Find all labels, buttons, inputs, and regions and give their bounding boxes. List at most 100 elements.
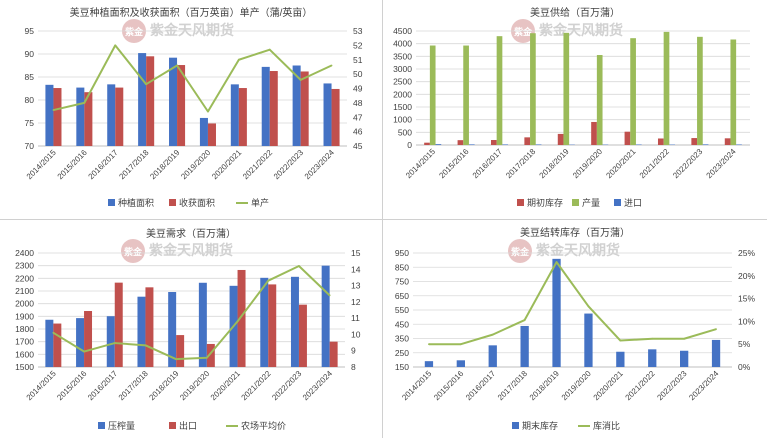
bar-收获面积 — [84, 92, 93, 146]
watermark-logo-seal — [508, 239, 532, 263]
bar-期末库存 — [520, 325, 529, 367]
point-单产 — [176, 64, 178, 67]
y-tick-label: 4000 — [393, 39, 412, 49]
line-农场平均价 — [52, 265, 331, 361]
point-库消比 — [459, 343, 462, 346]
watermark-brand-text: 紫金天风期货 — [536, 242, 620, 258]
point-农场平均价 — [205, 356, 208, 359]
bar-出口 — [176, 335, 185, 367]
bar-压榨量 — [260, 277, 269, 367]
y-tick-label: 1700 — [15, 337, 34, 347]
x-tick-label: 2023/2024 — [301, 369, 334, 402]
y-tick-label: 0 — [407, 140, 412, 150]
bar-出口 — [114, 282, 123, 367]
point-单产 — [145, 83, 148, 86]
y2-tick-label: 48 — [353, 98, 363, 108]
y2-tick-label: 25% — [738, 248, 755, 258]
y2-tick-label: 5% — [738, 339, 751, 349]
bar-期初库存 — [424, 142, 430, 145]
bar-出口 — [84, 311, 93, 367]
bar-期末库存 — [616, 351, 625, 367]
point-库消比 — [683, 337, 686, 340]
y2-tick-label: 20% — [738, 271, 755, 281]
legend-label: 期初库存 — [527, 197, 563, 208]
bar-进口 — [502, 144, 509, 145]
bar-期末库存 — [680, 350, 689, 367]
bar-收获面积 — [207, 123, 216, 146]
x-tick-label: 2016/2017 — [471, 147, 504, 180]
y2-tick-label: 53 — [353, 26, 363, 36]
y2-tick-label: 0% — [738, 362, 751, 372]
y2-tick-label: 12 — [351, 297, 361, 307]
x-tick-label: 2023/2024 — [303, 148, 336, 181]
bar-进口 — [702, 144, 709, 145]
bar-种植面积 — [230, 84, 239, 146]
x-tick-label: 2021/2022 — [241, 148, 274, 181]
x-tick-label: 2019/2020 — [571, 147, 604, 180]
x-tick-label: 2014/2015 — [400, 369, 433, 402]
y2-tick-label: 10 — [351, 329, 361, 339]
y2-tick-label: 46 — [353, 127, 363, 137]
x-tick-label: 2016/2017 — [87, 148, 120, 181]
legend-swatch-产量 — [572, 199, 579, 206]
legend-label: 期末库存 — [522, 420, 558, 431]
bar-产量 — [730, 39, 737, 145]
bar-期初库存 — [591, 121, 597, 145]
watermark-brand-text: 紫金天风期货 — [150, 22, 234, 38]
bar-期初库存 — [624, 131, 631, 145]
watermark: 紫金 紫金天风期货 — [121, 239, 233, 263]
x-tick-label: 2019/2020 — [560, 369, 593, 402]
area-chart-svg: 美豆种植面积及收获面积（百万英亩）单产（蒲/英亩） 紫金 紫金天风期货 70 75 80 8… — [25, 6, 363, 208]
bar-产量 — [463, 45, 469, 145]
bar-压榨量 — [45, 319, 54, 367]
x-tick-label: 2022/2023 — [272, 148, 305, 181]
x-tick-label: 2023/2024 — [687, 369, 720, 402]
bar-期末库存 — [456, 360, 465, 367]
x-tick-label: 2018/2019 — [528, 369, 561, 402]
bar-期末库存 — [584, 313, 593, 367]
bar-期初库存 — [657, 138, 664, 145]
point-库消比 — [523, 319, 526, 321]
bar-出口 — [237, 269, 246, 367]
x-tick-label: 2016/2017 — [86, 369, 119, 402]
x-tick-label: 2021/2022 — [624, 369, 657, 402]
bar-期末库存 — [552, 258, 561, 367]
legend-label: 产量 — [582, 197, 600, 208]
y-tick-label: 2200 — [15, 273, 34, 283]
bar-种植面积 — [199, 117, 208, 146]
y-tick-label: 250 — [395, 348, 409, 358]
chart-title: 美豆供给（百万蒲） — [530, 6, 620, 19]
y2-tick-label: 8 — [351, 362, 356, 372]
bar-进口 — [635, 144, 642, 145]
point-单产 — [299, 78, 302, 81]
bar-压榨量 — [137, 296, 146, 367]
bar-期末库存 — [711, 339, 721, 367]
y-tick-label: 2400 — [15, 248, 34, 258]
bar-收获面积 — [53, 88, 62, 146]
y2-tick-label: 13 — [351, 281, 361, 291]
point-库消比 — [651, 337, 654, 340]
point-单产 — [330, 64, 333, 67]
y2-tick-label: 51 — [353, 55, 363, 65]
y-tick-label: 350 — [395, 334, 409, 344]
point-农场平均价 — [52, 331, 55, 334]
legend-label: 库消比 — [593, 420, 620, 431]
legend-label: 出口 — [179, 420, 197, 431]
legend-swatch-期初库存 — [517, 199, 524, 206]
y-tick-label: 1000 — [393, 115, 412, 125]
y-tick-label: 150 — [395, 362, 409, 372]
chart-title: 美豆种植面积及收获面积（百万英亩）单产（蒲/英亩） — [70, 6, 313, 19]
legend-label: 进口 — [624, 198, 642, 208]
point-单产 — [52, 109, 55, 111]
point-库消比 — [619, 339, 622, 342]
point-单产 — [268, 48, 271, 51]
bar-种植面积 — [292, 65, 301, 146]
bar-进口 — [736, 144, 742, 145]
bar-产量 — [596, 55, 603, 145]
bar-期初库存 — [691, 138, 698, 145]
x-tick-label: 2015/2016 — [55, 369, 88, 402]
bar-出口 — [53, 323, 62, 367]
point-农场平均价 — [113, 342, 116, 344]
x-tick-label: 2018/2019 — [538, 147, 571, 180]
x-tick-label: 2015/2016 — [432, 369, 465, 402]
